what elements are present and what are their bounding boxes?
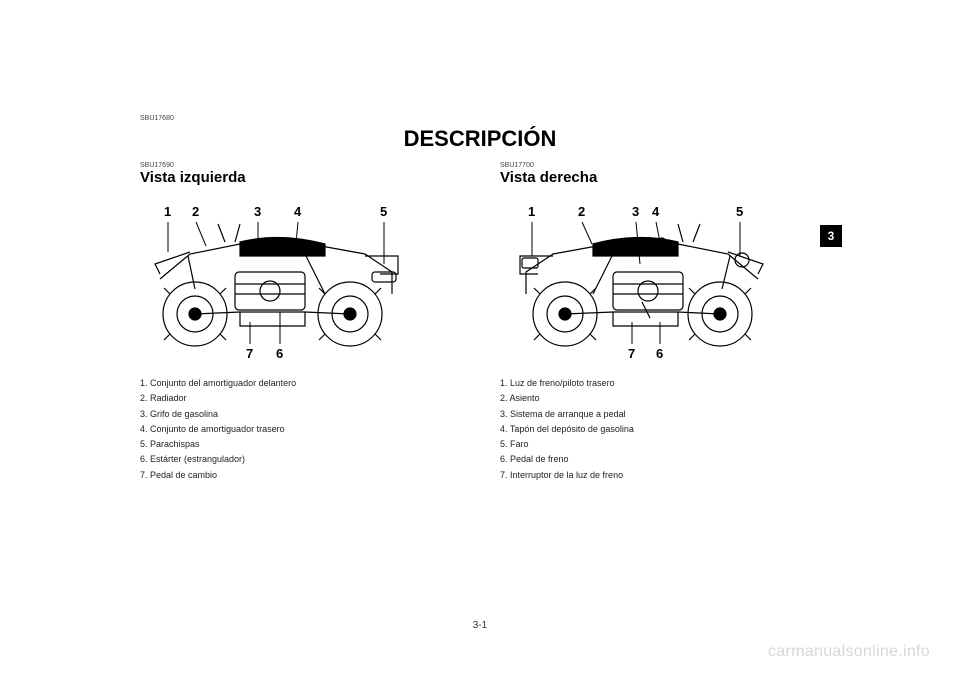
legend-item: 1. Luz de freno/piloto trasero <box>500 376 820 391</box>
legend-item: 6. Pedal de freno <box>500 452 820 467</box>
legend-item: 3. Sistema de arranque a pedal <box>500 407 820 422</box>
right-figure: 1 2 3 4 5 <box>500 194 780 364</box>
left-legend: 1. Conjunto del amortiguador delantero 2… <box>140 376 460 483</box>
callout-3: 3 <box>632 204 639 219</box>
chapter-tab: 3 <box>820 225 842 247</box>
two-column-layout: SBU17690 Vista izquierda 1 2 3 4 5 <box>140 162 820 483</box>
callout-2: 2 <box>578 204 585 219</box>
callout-3: 3 <box>254 204 261 219</box>
legend-item: 5. Faro <box>500 437 820 452</box>
legend-item: 1. Conjunto del amortiguador delantero <box>140 376 460 391</box>
legend-item: 2. Radiador <box>140 391 460 406</box>
callout-1: 1 <box>528 204 535 219</box>
right-column: SBU17700 Vista derecha 1 2 3 4 5 <box>500 162 820 483</box>
callout-5: 5 <box>736 204 743 219</box>
callout-4: 4 <box>294 204 302 219</box>
legend-item: 2. Asiento <box>500 391 820 406</box>
callout-2: 2 <box>192 204 199 219</box>
callout-6: 6 <box>276 346 283 361</box>
legend-item: 5. Parachispas <box>140 437 460 452</box>
doc-code-top: SBU17680 <box>140 115 820 122</box>
page-title: DESCRIPCIÓN <box>140 126 820 152</box>
callout-1: 1 <box>164 204 171 219</box>
left-column: SBU17690 Vista izquierda 1 2 3 4 5 <box>140 162 460 483</box>
right-heading: Vista derecha <box>500 169 820 186</box>
legend-item: 4. Tapón del depósito de gasolina <box>500 422 820 437</box>
legend-item: 4. Conjunto de amortiguador trasero <box>140 422 460 437</box>
callout-7: 7 <box>628 346 635 361</box>
legend-item: 7. Interruptor de la luz de freno <box>500 468 820 483</box>
callout-5: 5 <box>380 204 387 219</box>
watermark: carmanualsonline.info <box>768 643 930 661</box>
callout-7: 7 <box>246 346 253 361</box>
legend-item: 3. Grifo de gasolina <box>140 407 460 422</box>
left-heading: Vista izquierda <box>140 169 460 186</box>
left-code: SBU17690 <box>140 162 460 169</box>
legend-item: 7. Pedal de cambio <box>140 468 460 483</box>
left-figure: 1 2 3 4 5 <box>140 194 420 364</box>
legend-item: 6. Estárter (estrangulador) <box>140 452 460 467</box>
right-legend: 1. Luz de freno/piloto trasero 2. Asient… <box>500 376 820 483</box>
callout-6: 6 <box>656 346 663 361</box>
callout-4: 4 <box>652 204 660 219</box>
page-number: 3-1 <box>0 620 960 631</box>
manual-page: SBU17680 DESCRIPCIÓN SBU17690 Vista izqu… <box>140 115 820 483</box>
right-code: SBU17700 <box>500 162 820 169</box>
